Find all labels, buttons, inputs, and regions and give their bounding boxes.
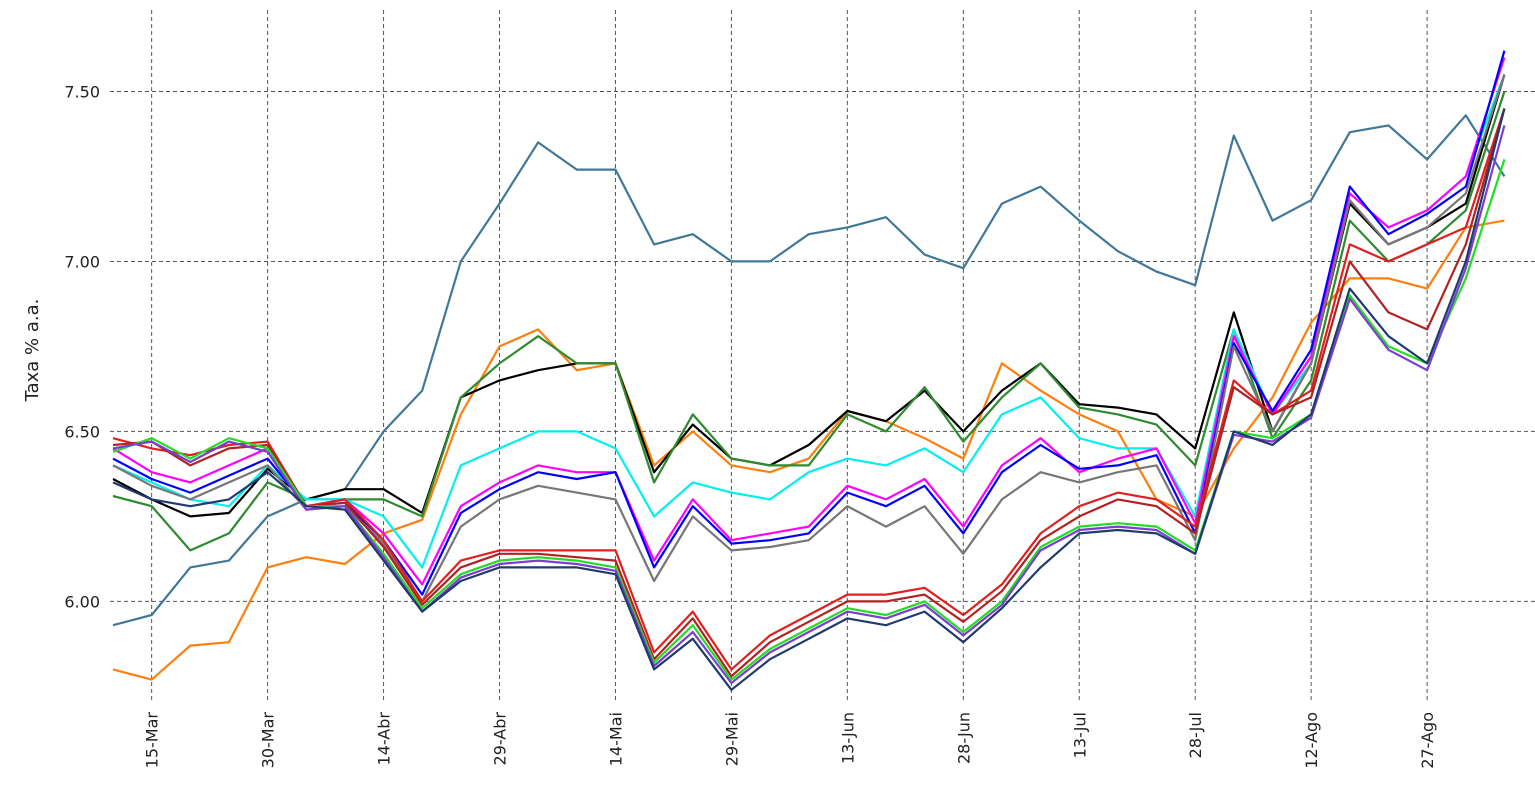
- y-tick-label: 6.50: [64, 422, 100, 441]
- series-line: [112, 114, 1506, 627]
- x-tick-label: 28-Jun: [954, 712, 973, 764]
- y-tick-label: 6.00: [64, 592, 100, 611]
- x-tick-label: 13-Jun: [838, 712, 857, 764]
- plot-area: [112, 50, 1506, 691]
- x-tick-label: 28-Jul: [1186, 712, 1205, 758]
- series-line: [112, 108, 1506, 691]
- grid: [110, 10, 1535, 700]
- x-tick-label: 30-Mar: [259, 712, 278, 769]
- series-line: [112, 108, 1506, 678]
- series-line: [112, 74, 1506, 569]
- y-tick-label: 7.50: [64, 82, 100, 101]
- series-line: [112, 219, 1505, 681]
- x-tick-label: 15-Mar: [143, 712, 162, 769]
- x-tick-label: 14-Mai: [606, 712, 625, 766]
- series-line: [112, 74, 1506, 518]
- series-line: [112, 74, 1506, 603]
- series-line: [112, 91, 1506, 552]
- x-tick-label: 29-Mai: [722, 712, 741, 766]
- x-tick-label: 13-Jul: [1070, 712, 1089, 758]
- y-axis-title: Taxa % a.a.: [22, 299, 43, 403]
- series-line: [112, 125, 1506, 685]
- x-tick-label: 12-Ago: [1302, 712, 1321, 769]
- series-line: [112, 50, 1506, 596]
- x-tick-label: 29-Abr: [491, 712, 510, 766]
- x-tick-label: 27-Ago: [1418, 712, 1437, 769]
- y-tick-label: 7.00: [64, 252, 100, 271]
- x-tick-label: 14-Abr: [375, 712, 394, 766]
